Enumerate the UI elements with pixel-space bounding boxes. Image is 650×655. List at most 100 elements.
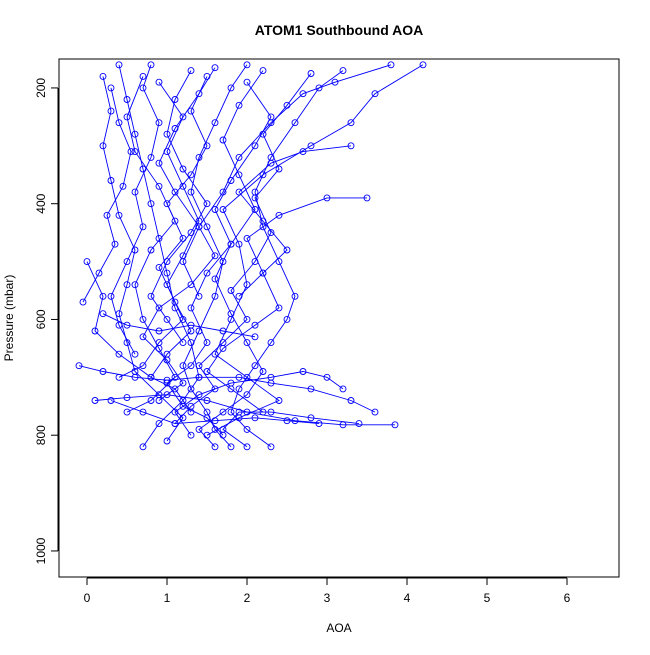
data-point (251, 333, 259, 341)
data-point (107, 84, 115, 92)
data-point (195, 292, 203, 300)
data-point (179, 165, 187, 173)
data-point (259, 130, 267, 138)
data-point (235, 171, 243, 179)
series-line (102, 313, 256, 338)
data-point (371, 90, 379, 98)
data-point (203, 368, 211, 375)
data-point (243, 425, 251, 433)
data-point (83, 258, 91, 266)
data-point (115, 211, 123, 219)
data-point (243, 339, 251, 347)
data-point (291, 119, 299, 127)
data-point (163, 315, 171, 323)
data-point (155, 327, 163, 335)
data-point (187, 188, 195, 196)
series-line (230, 70, 344, 448)
data-point (163, 200, 171, 208)
data-point (219, 327, 227, 335)
data-point (195, 90, 203, 98)
data-point (347, 142, 355, 150)
data-point (187, 171, 195, 179)
data-point (251, 142, 259, 150)
data-point (115, 350, 123, 358)
data-point (291, 417, 299, 425)
data-point (123, 96, 131, 103)
data-point (243, 373, 251, 381)
data-point (147, 397, 155, 404)
data-point (219, 258, 227, 266)
data-point (155, 339, 163, 347)
data-point (155, 159, 163, 167)
data-point (163, 148, 171, 156)
data-point (107, 107, 115, 115)
data-point (203, 397, 211, 404)
data-point (355, 420, 363, 428)
data-point (99, 142, 107, 150)
data-point (243, 281, 251, 289)
data-point (139, 223, 147, 231)
data-point (179, 113, 187, 121)
data-point (131, 188, 139, 196)
series-line (206, 64, 424, 436)
series-line (110, 64, 160, 355)
data-point (171, 373, 179, 381)
data-point (99, 368, 107, 375)
data-point (163, 379, 171, 387)
x-tick-label: 0 (84, 591, 91, 605)
series-line (222, 411, 360, 448)
data-point (203, 269, 211, 277)
data-point (179, 315, 187, 323)
data-point (251, 414, 259, 422)
data-point (323, 194, 331, 202)
data-point (139, 315, 147, 323)
data-point (211, 275, 219, 283)
series-line (166, 81, 272, 436)
data-point (323, 373, 331, 381)
data-point (235, 373, 243, 381)
data-point (91, 397, 99, 404)
data-point (267, 159, 275, 167)
data-point (211, 252, 219, 260)
data-point (123, 321, 131, 329)
data-point (203, 223, 211, 231)
data-point (283, 315, 291, 323)
data-point (187, 327, 195, 335)
data-point (187, 431, 195, 439)
data-point (251, 258, 259, 266)
data-point (171, 385, 179, 393)
data-point (307, 414, 315, 422)
plot-area (75, 61, 427, 451)
data-point (115, 373, 123, 381)
data-point (235, 188, 243, 196)
data-point (235, 408, 243, 416)
x-tick-label: 5 (484, 591, 491, 605)
data-point (95, 269, 103, 277)
data-point (275, 211, 283, 219)
data-point (195, 362, 203, 370)
data-point (179, 339, 187, 347)
data-point (235, 292, 243, 300)
y-tick-label: 200 (34, 78, 48, 98)
plot-frame (58, 58, 620, 578)
data-point (171, 408, 179, 416)
data-point (123, 113, 131, 121)
data-point (187, 385, 195, 393)
data-point (211, 385, 219, 393)
y-axis: 200 400 600 800 1000 (34, 78, 59, 564)
data-point (163, 437, 171, 445)
data-point (219, 408, 227, 416)
data-point (123, 394, 131, 402)
data-point (275, 165, 283, 173)
data-point (203, 72, 211, 80)
data-point (275, 304, 283, 312)
data-point (171, 188, 179, 196)
data-point (219, 188, 227, 196)
data-point (251, 321, 259, 329)
data-point (131, 281, 139, 289)
series-line (198, 70, 264, 448)
data-point (275, 258, 283, 266)
chart-title: ATOM1 Southbound AOA (255, 22, 424, 38)
